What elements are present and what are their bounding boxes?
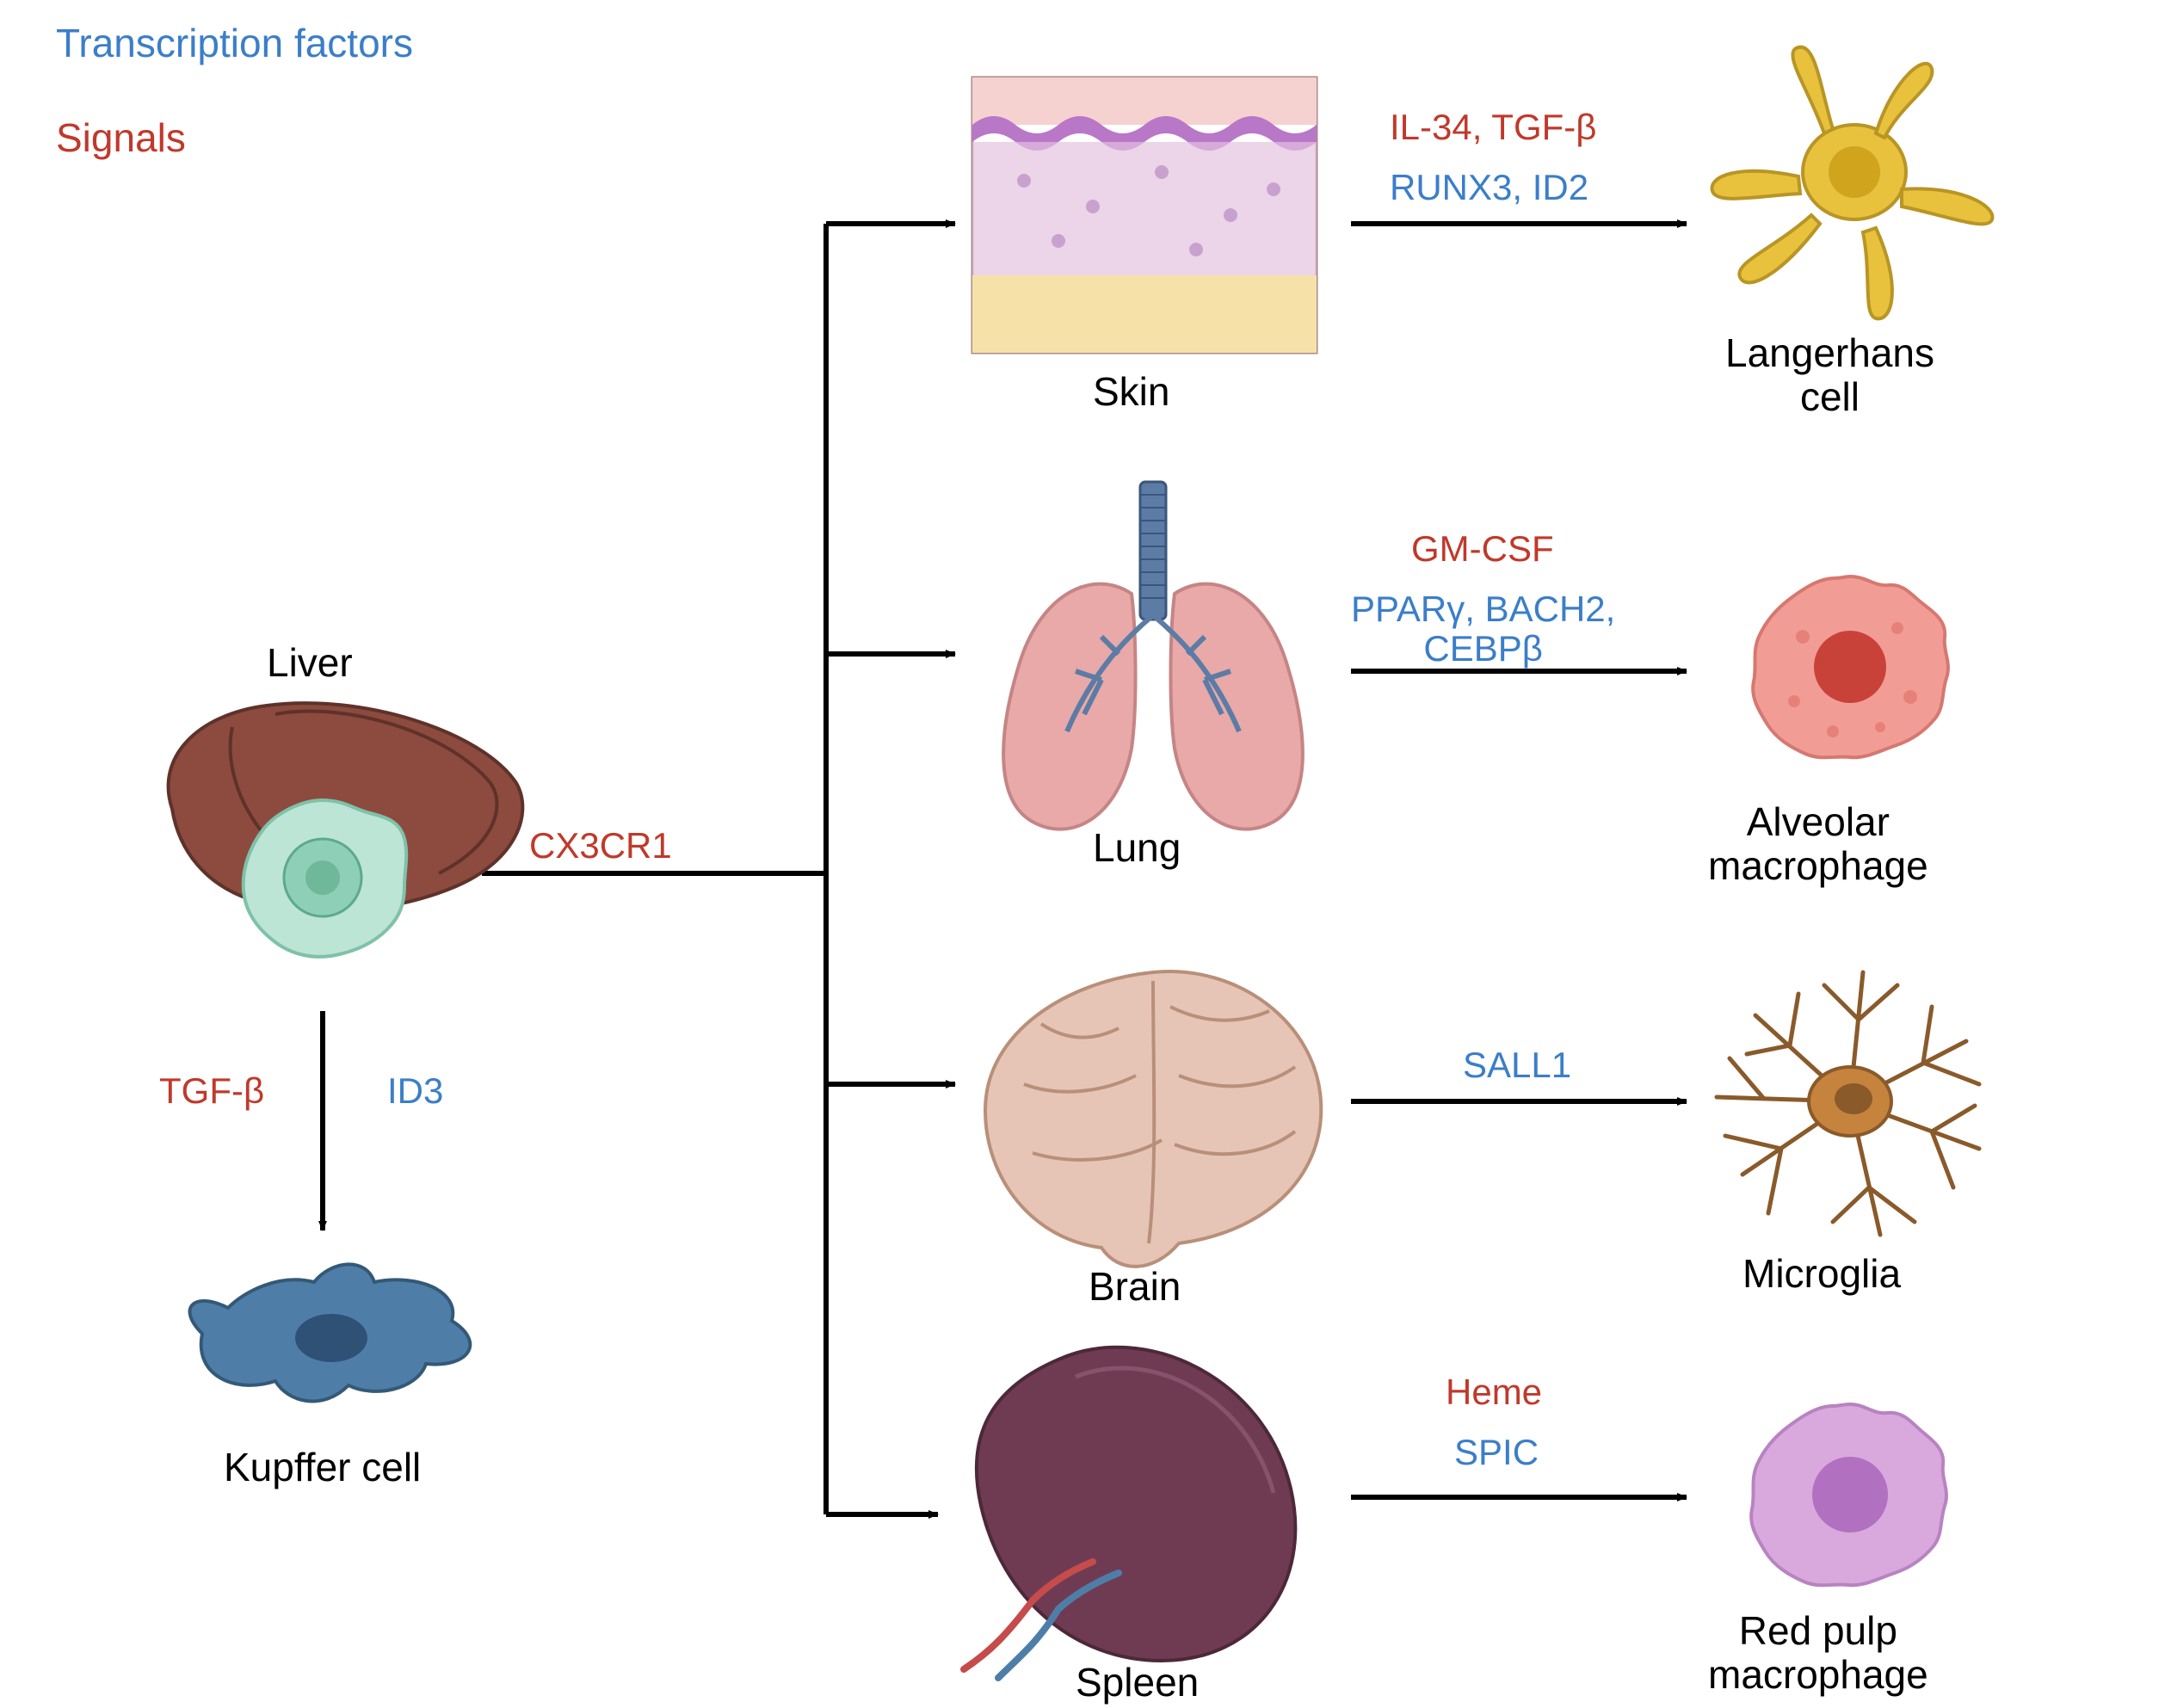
rpm-cell-icon [1751,1404,1946,1585]
diagram-canvas [0,0,2165,1708]
liver-icon [169,703,523,957]
langerhans-cell-icon [1712,47,1993,319]
differentiation-arrows [1351,224,1687,1497]
brain-icon [985,971,1321,1267]
skin-icon [972,77,1317,353]
kupffer-cell-icon [190,1264,471,1401]
branch-arrows [482,224,955,1514]
lung-icon [1003,482,1303,829]
alveolar-cell-icon [1753,577,1948,757]
spleen-icon [964,1347,1295,1678]
microglia-cell-icon [1717,972,1979,1235]
